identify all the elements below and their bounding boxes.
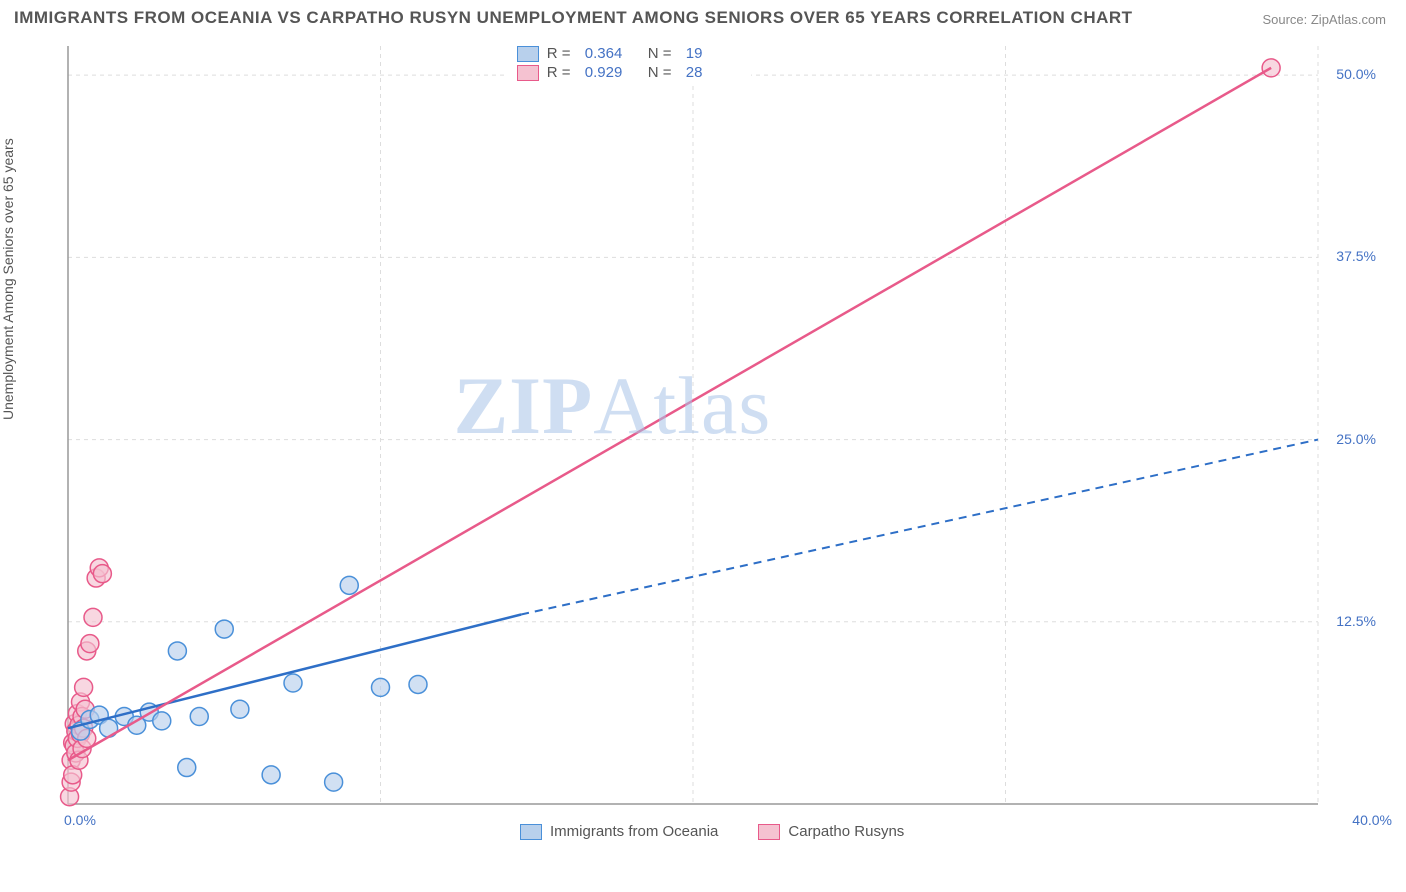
legend-n-value: 28 — [686, 64, 741, 81]
y-axis-label: Unemployment Among Seniors over 65 years — [0, 138, 16, 420]
legend-swatch — [517, 46, 539, 62]
y-tick-label: 50.0% — [1336, 66, 1376, 82]
legend-r-label: R = — [547, 64, 577, 81]
legend-item: Carpatho Rusyns — [758, 823, 904, 840]
legend-swatch — [520, 824, 542, 840]
scatter-plot — [58, 38, 1378, 838]
legend-swatch — [517, 65, 539, 81]
y-tick-label: 37.5% — [1336, 248, 1376, 264]
legend-n-label: N = — [648, 45, 678, 62]
legend-item: Immigrants from Oceania — [520, 823, 718, 840]
legend-n-label: N = — [648, 64, 678, 81]
x-tick-label: 0.0% — [64, 812, 96, 828]
chart-area: ZIPAtlas R =0.364N =19R =0.929N =28 Immi… — [58, 38, 1378, 838]
series-legend: Immigrants from Oceania Carpatho Rusyns — [520, 823, 904, 840]
legend-r-value: 0.364 — [585, 45, 640, 62]
legend-r-value: 0.929 — [585, 64, 640, 81]
legend-series-name: Carpatho Rusyns — [788, 823, 904, 840]
y-tick-label: 12.5% — [1336, 613, 1376, 629]
legend-row: R = 0.929 N = 28 — [517, 63, 741, 82]
legend-swatch — [758, 824, 780, 840]
legend-r-label: R = — [547, 45, 577, 62]
legend-row: R = 0.364 N = 19 — [517, 44, 741, 63]
x-tick-label: 40.0% — [1352, 812, 1392, 828]
correlation-legend: R = 0.364 N = 19 R = 0.929 N = 28 — [507, 40, 751, 86]
legend-series-name: Immigrants from Oceania — [550, 823, 718, 840]
legend-n-value: 19 — [686, 45, 741, 62]
chart-title: IMMIGRANTS FROM OCEANIA VS CARPATHO RUSY… — [14, 8, 1133, 28]
source-attribution: Source: ZipAtlas.com — [1262, 12, 1386, 27]
y-tick-label: 25.0% — [1336, 431, 1376, 447]
